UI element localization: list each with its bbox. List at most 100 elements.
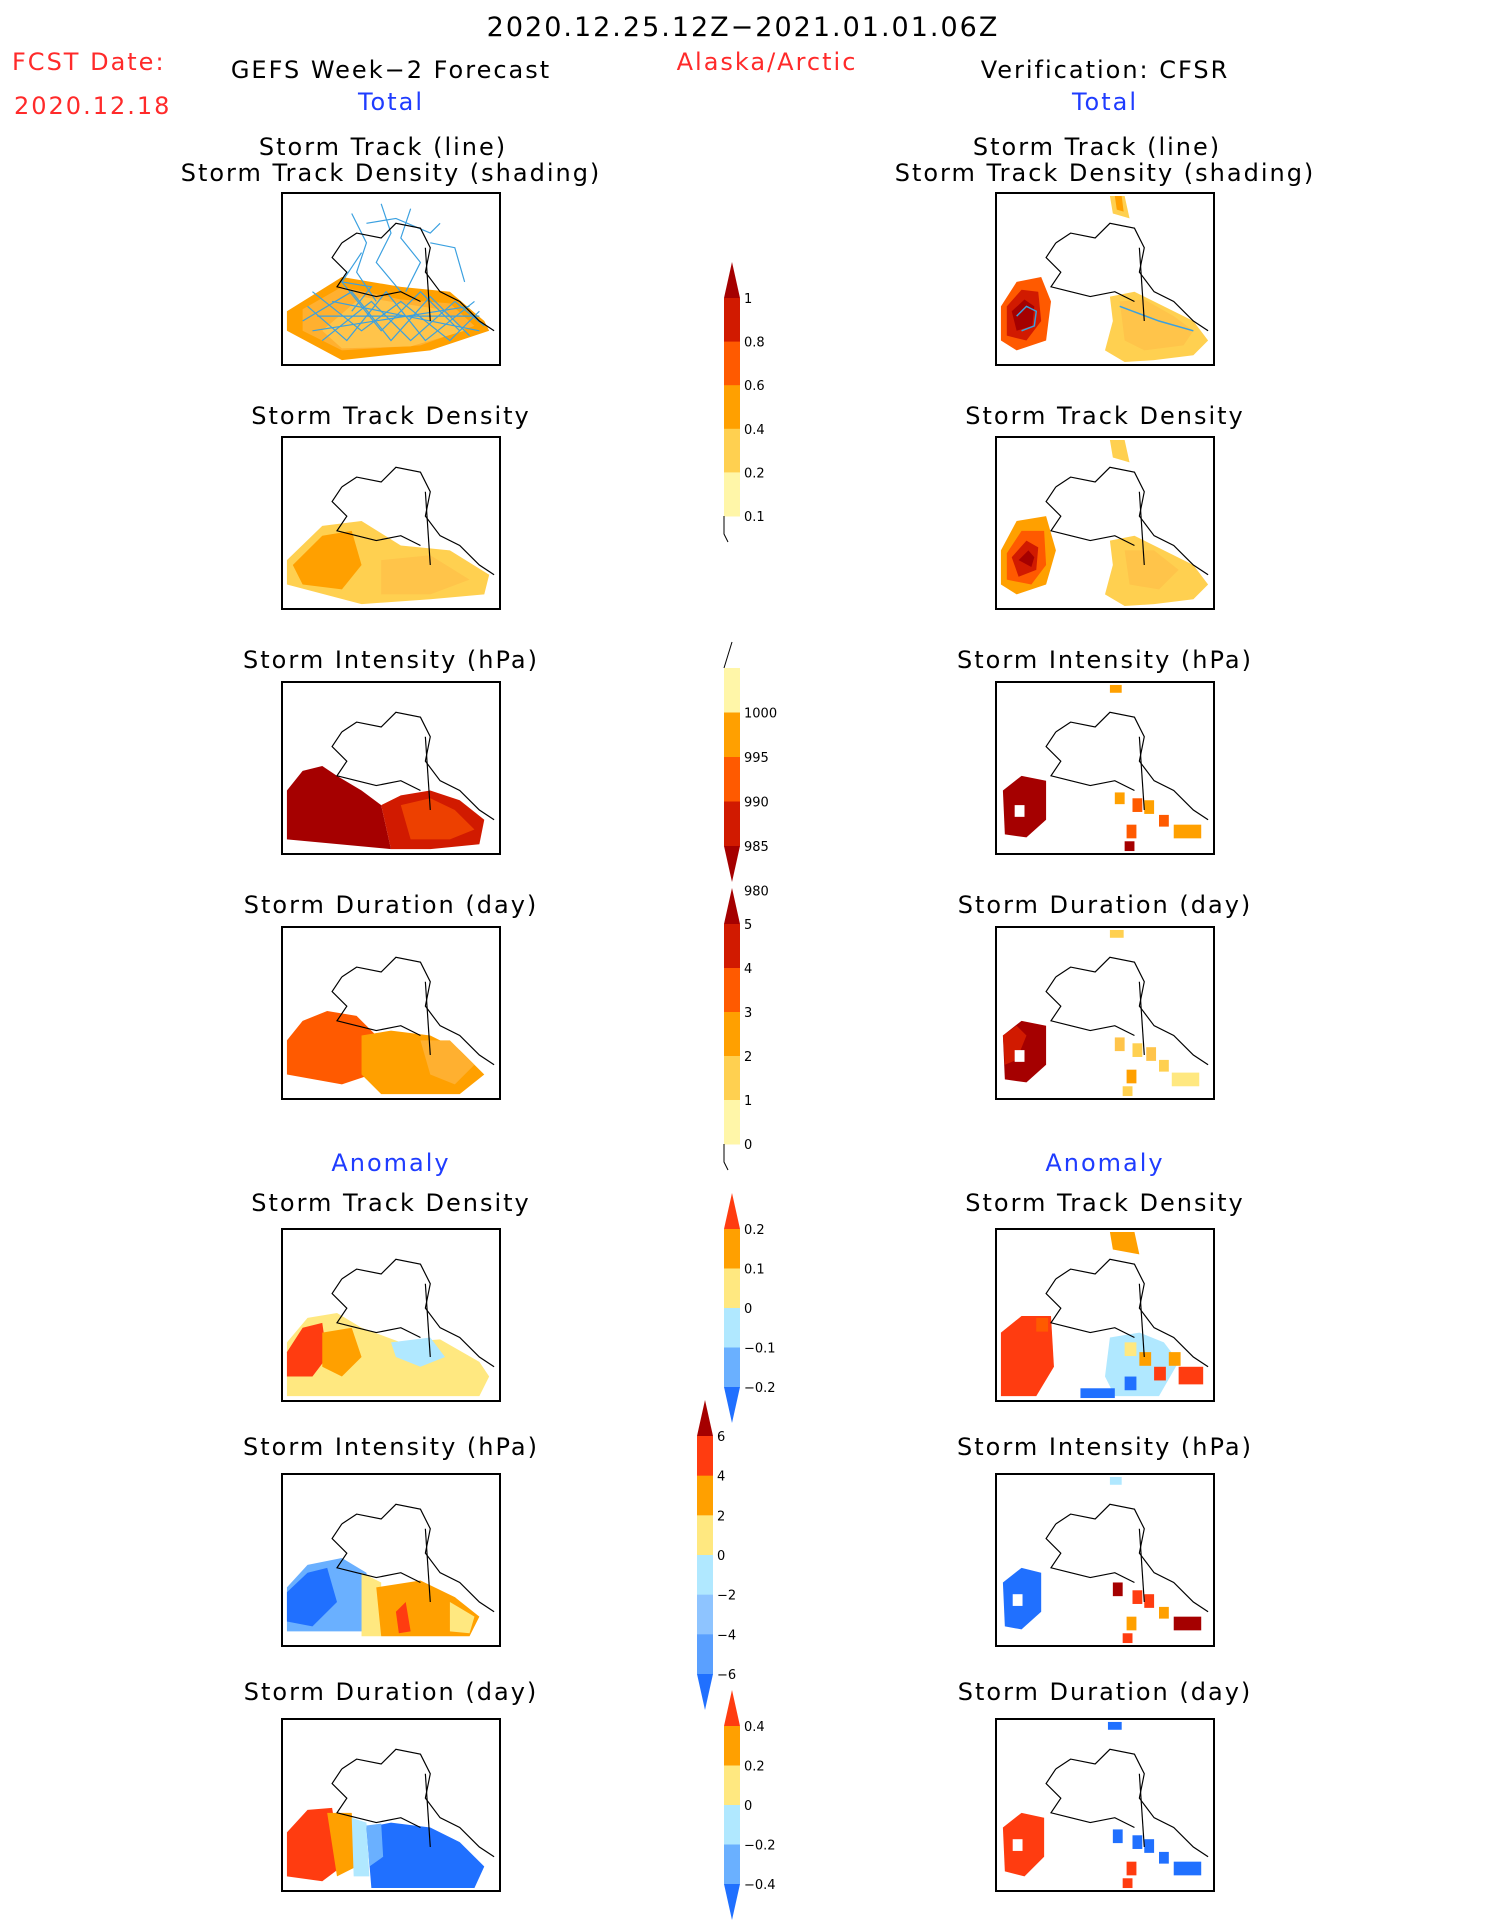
left-anom-duration-map <box>281 1718 501 1892</box>
colorbar-segment <box>724 668 740 713</box>
colorbar-segment <box>724 1805 740 1845</box>
colorbar-label: 4 <box>717 1470 725 1485</box>
colorbar-segment <box>724 924 740 969</box>
map-graphic <box>1002 684 1209 852</box>
left-anom-intensity-title: Storm Intensity (hPa) <box>243 1433 539 1461</box>
colorbar-anom-duration: 0.4 0.2 0 −0.2 −0.4 <box>720 1690 800 1924</box>
colorbar-segment <box>724 1347 740 1388</box>
right-track-title-2: Storm Track Density (shading) <box>894 159 1316 187</box>
right-intensity-map <box>995 681 1215 855</box>
colorbar-label: 2 <box>744 1050 752 1065</box>
colorbar-label: 0.4 <box>744 423 765 438</box>
colorbar-segment <box>724 385 740 430</box>
map-graphic <box>1002 1721 1209 1889</box>
fcst-date-value: 2020.12.18 <box>14 92 172 120</box>
colorbar-label: −4 <box>717 1628 736 1643</box>
colorbar-anom-intensity: 6 4 2 0 −2 −4 −6 <box>693 1400 773 1714</box>
left-density-map <box>281 436 501 610</box>
map-graphic <box>286 1503 495 1637</box>
colorbar-top-triangle <box>724 1690 740 1726</box>
map-graphic <box>286 711 495 850</box>
colorbar-segment <box>724 1012 740 1057</box>
left-column-title: GEFS Week−2 Forecast <box>230 56 552 84</box>
colorbar-label: 0.4 <box>744 1720 765 1735</box>
left-anom-intensity-map <box>281 1473 501 1647</box>
colorbar-top-triangle <box>697 1400 713 1436</box>
colorbar-segment <box>724 1268 740 1309</box>
colorbar-segment <box>724 1100 740 1145</box>
colorbar-segment <box>724 298 740 343</box>
right-anom-duration-title: Storm Duration (day) <box>957 1678 1253 1706</box>
fcst-date-label: FCST Date: <box>12 48 166 76</box>
colorbar-segment <box>724 757 740 802</box>
left-track-title-1: Storm Track (line) <box>258 133 508 161</box>
colorbar-label: 0.8 <box>744 336 765 351</box>
right-anomaly-label: Anomaly <box>1045 1149 1165 1177</box>
colorbar-segment <box>697 1475 713 1516</box>
colorbar-label: −0.2 <box>744 1381 776 1396</box>
right-anom-intensity-title: Storm Intensity (hPa) <box>957 1433 1253 1461</box>
colorbar-segment <box>724 1308 740 1348</box>
colorbar-segment <box>724 1765 740 1806</box>
page-title: 2020.12.25.12Z−2021.01.01.06Z <box>486 12 1000 43</box>
colorbar-label: 1 <box>744 1094 752 1109</box>
right-intensity-title: Storm Intensity (hPa) <box>957 646 1253 674</box>
colorbar-label: 995 <box>744 751 769 766</box>
left-anomaly-label: Anomaly <box>331 1149 451 1177</box>
colorbar-label: 980 <box>744 885 769 900</box>
colorbar-label: −6 <box>717 1668 736 1683</box>
colorbar-label: 0.1 <box>744 1263 765 1278</box>
map-graphic <box>286 203 495 361</box>
colorbar-segment <box>697 1515 713 1556</box>
right-track-title-1: Storm Track (line) <box>972 133 1222 161</box>
colorbar-bottom-triangle <box>724 1884 740 1920</box>
colorbar-label: 0 <box>744 1138 752 1153</box>
colorbar-intensity-svg: 1000 995 990 985 980 <box>723 641 777 900</box>
colorbar-segment <box>724 1229 740 1269</box>
left-intensity-title: Storm Intensity (hPa) <box>243 646 539 674</box>
map-graphic <box>286 466 495 605</box>
colorbar-label: 4 <box>744 962 752 977</box>
left-intensity-map <box>281 681 501 855</box>
colorbar-label: 0 <box>744 1302 752 1317</box>
colorbar-label: 2 <box>717 1509 725 1524</box>
map-graphic <box>286 956 495 1095</box>
colorbar-label: 3 <box>744 1006 752 1021</box>
colorbar-label: 0 <box>744 1799 752 1814</box>
colorbar-segment <box>724 1726 740 1766</box>
colorbar-label: −2 <box>717 1589 736 1604</box>
right-anom-density-title: Storm Track Density <box>965 1189 1245 1217</box>
right-density-title: Storm Track Density <box>965 402 1245 430</box>
right-duration-map <box>995 926 1215 1100</box>
colorbar-segment <box>724 1056 740 1101</box>
left-anom-density-title: Storm Track Density <box>251 1189 531 1217</box>
colorbar-bottom-triangle <box>697 1674 713 1710</box>
colorbar-top-triangle <box>724 1193 740 1229</box>
left-duration-map <box>281 926 501 1100</box>
map-graphic <box>1002 1476 1209 1644</box>
left-track-title-2: Storm Track Density (shading) <box>180 159 602 187</box>
colorbar-segment <box>724 712 740 758</box>
colorbar-segment <box>697 1594 713 1635</box>
right-storm-track-map <box>995 192 1215 366</box>
colorbar-label: 0.2 <box>744 466 765 481</box>
colorbar-label: 0 <box>717 1549 725 1564</box>
colorbar-bottom-triangle <box>724 1387 740 1423</box>
colorbar-label: 990 <box>744 796 769 811</box>
map-graphic <box>1000 195 1209 363</box>
colorbar-bottom-line <box>723 1144 729 1171</box>
right-total-label: Total <box>1071 88 1139 116</box>
map-graphic <box>1000 439 1209 607</box>
colorbar-duration-svg: 5 4 3 2 1 0 <box>723 888 752 1171</box>
map-graphic <box>1000 1231 1209 1399</box>
colorbar-label: −0.2 <box>744 1839 776 1854</box>
right-anom-density-map <box>995 1228 1215 1402</box>
colorbar-label: −0.4 <box>744 1878 776 1893</box>
right-anom-intensity-map <box>995 1473 1215 1647</box>
colorbar-anom-density: 0.2 0.1 0 −0.1 −0.2 <box>720 1193 800 1427</box>
colorbar-segment <box>724 341 740 386</box>
colorbar-segment <box>724 428 740 473</box>
colorbar-anom-intensity-svg: 6 4 2 0 −2 −4 −6 <box>697 1400 736 1710</box>
map-graphic <box>1002 929 1209 1097</box>
colorbar-anom-duration-svg: 0.4 0.2 0 −0.2 −0.4 <box>724 1690 776 1920</box>
